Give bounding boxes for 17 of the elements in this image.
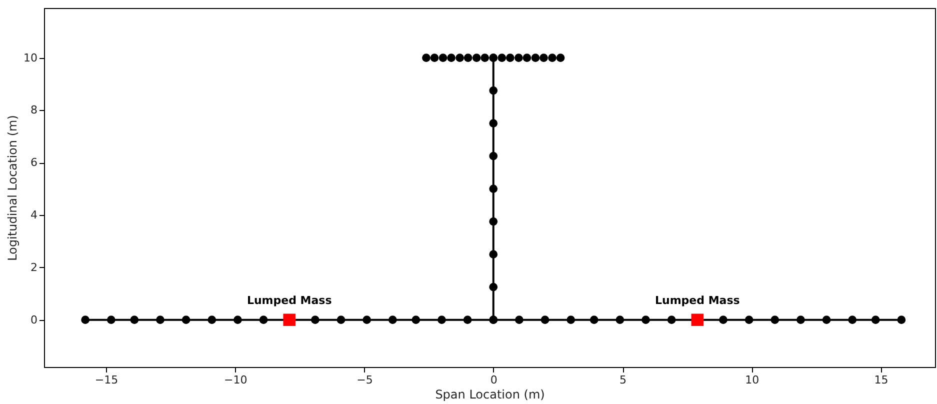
y-tick-label: 2 (30, 260, 38, 274)
x-tick-label: 5 (620, 374, 627, 386)
y-tick-label: 10 (24, 51, 38, 64)
y-axis-title: Logitudinal Location (m) (6, 115, 20, 261)
annotation: Lumped Mass (246, 294, 332, 307)
y-tick-label: 8 (30, 104, 38, 117)
y-tick-label: 4 (30, 208, 38, 222)
x-tick-label: 15 (874, 374, 888, 386)
y-tick-label: 6 (30, 156, 38, 170)
x-tick-label: −5 (356, 374, 373, 386)
x-axis-title: Span Location (m) (435, 388, 545, 402)
x-tick-label: −15 (94, 374, 118, 386)
x-tick-label: 0 (490, 374, 498, 386)
y-tick-label: 0 (30, 313, 38, 326)
x-tick-label: 10 (745, 374, 760, 386)
annotation: Lumped Mass (654, 294, 740, 307)
x-tick-label: −10 (224, 374, 248, 386)
